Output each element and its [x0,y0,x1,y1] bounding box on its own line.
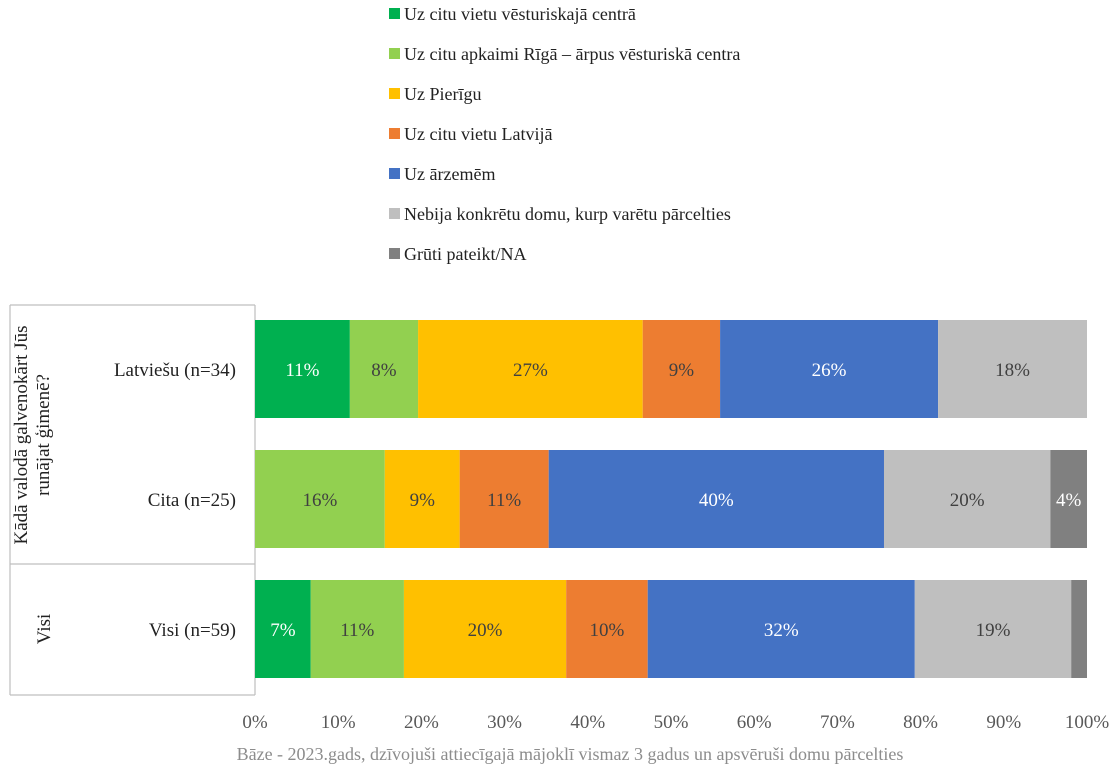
data-label: 20% [950,490,985,511]
legend-label: Uz citu apkaimi Rīgā – ārpus vēsturiskā … [404,44,740,64]
x-tick-label: 80% [903,712,938,733]
legend-label: Uz citu vietu Latvijā [404,124,552,144]
legend-swatch [389,128,400,139]
legend-swatch [389,48,400,59]
legend-label: Grūti pateikt/NA [404,244,526,264]
category-labels: Latviešu (n=34) Cita (n=25) Visi (n=59) [114,360,236,641]
data-label: 11% [487,490,521,511]
bar-segment [255,580,311,678]
bar-segment [566,580,648,678]
bar-segment [938,320,1087,418]
bar-segment [914,580,1072,678]
bar-segment [255,450,385,548]
bar-segment [384,450,460,548]
legend: Uz citu vietu vēsturiskajā centrā Uz citu… [389,4,740,264]
data-label: 19% [976,620,1011,641]
x-tick-label: 20% [404,712,439,733]
x-tick-label: 30% [487,712,522,733]
bar-segment [349,320,419,418]
x-tick-label: 100% [1065,712,1110,733]
legend-label: Nebija konkrētu domu, kurp varētu pārcel… [404,204,731,224]
x-tick-label: 70% [820,712,855,733]
group-labels: Kādā valodā galvenokārt Jūsrunājat ģimen… [11,326,55,645]
legend-label: Uz ārzemēm [404,164,495,184]
x-tick-label: 60% [737,712,772,733]
data-label: 40% [699,490,734,511]
data-label: 10% [590,620,625,641]
x-tick-label: 40% [570,712,605,733]
data-label: 11% [340,620,374,641]
bar-segment [720,320,939,418]
bar-segment [459,450,549,548]
legend-label: Uz citu vietu vēsturiskajā centrā [404,4,636,24]
bar-segment [647,580,915,678]
data-label: 16% [302,490,337,511]
bar-segment [642,320,721,418]
data-label: 27% [513,360,548,381]
x-tick-label: 90% [986,712,1021,733]
data-label: 18% [995,360,1030,381]
data-label: 26% [812,360,847,381]
bar-segment [310,580,404,678]
bar-segment [883,450,1051,548]
legend-swatch [389,248,400,259]
bars: 11% 8% 27% 9% 26% 18% 16% 9% 11% 40% 20% 4% 7% 11% 20%… [255,320,1087,678]
group-label-all: Visi [34,614,55,645]
data-label: 9% [669,360,695,381]
data-label: 11% [285,360,319,381]
data-label: 32% [764,620,799,641]
x-tick-label: 10% [321,712,356,733]
group-label-language: Kādā valodā galvenokārt Jūsrunājat ģimen… [11,326,54,545]
bar-segment [1071,580,1087,678]
x-tick-label: 0% [242,712,268,733]
bar-segment [548,450,884,548]
legend-swatch [389,208,400,219]
category-label: Visi (n=59) [149,620,236,641]
data-label: 4% [1056,490,1082,511]
data-label: 8% [371,360,397,381]
legend-swatch [389,168,400,179]
bar-segment [255,320,350,418]
x-tick-label: 50% [654,712,689,733]
bar-segment [403,580,567,678]
data-label: 9% [410,490,436,511]
legend-label: Uz Pierīgu [404,84,481,104]
data-label: 7% [270,620,296,641]
bar-segment [1050,450,1087,548]
legend-swatch [389,8,400,19]
x-axis: 0% 10% 20% 30% 40% 50% 60% 70% 80% 90% 100% [242,712,1109,733]
legend-swatch [389,88,400,99]
bar-segment [418,320,643,418]
category-label: Latviešu (n=34) [114,360,236,381]
data-label: 20% [468,620,503,641]
category-label: Cita (n=25) [148,490,236,511]
footnote: Bāze - 2023.gads, dzīvojuši attiecīgajā … [237,744,904,764]
